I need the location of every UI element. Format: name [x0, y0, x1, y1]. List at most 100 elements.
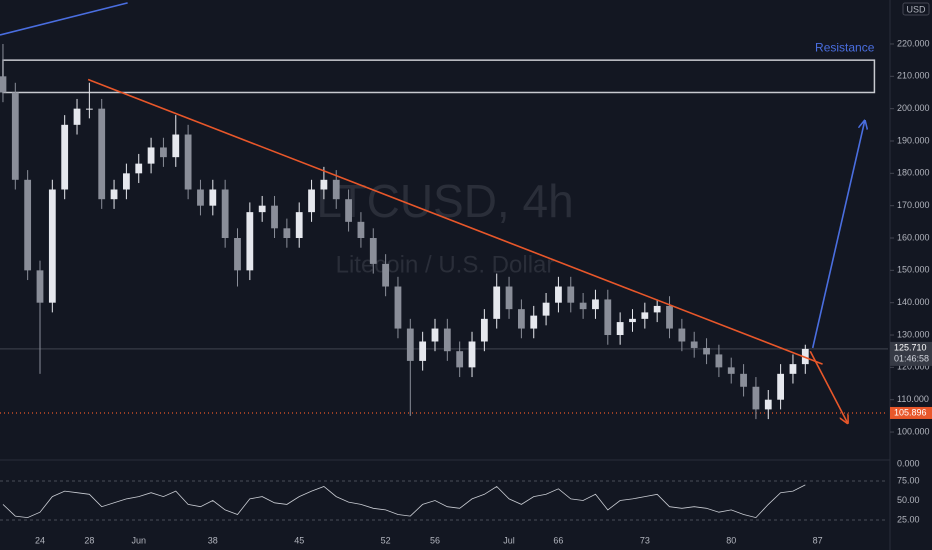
candle-body — [221, 189, 229, 239]
y-tick-label: 150.000 — [897, 265, 930, 275]
y-tick-label: 130.000 — [897, 329, 930, 339]
candle-body — [110, 189, 118, 200]
y-tick-label: 180.000 — [897, 168, 930, 178]
rsi-line — [2, 484, 806, 519]
y-tick-label: 50.00 — [897, 495, 920, 505]
candle-body — [592, 299, 599, 310]
y-tick-label: 110.000 — [897, 394, 929, 404]
arrow — [811, 122, 865, 349]
candle-body — [147, 147, 155, 164]
candle-body — [0, 76, 7, 93]
candle-body — [308, 189, 315, 213]
candle-body — [740, 373, 747, 387]
candle-body — [703, 347, 710, 355]
candle-body — [443, 328, 451, 352]
y-tick-label: 100.000 — [897, 426, 930, 436]
trend-line — [87, 78, 823, 365]
candle-body — [320, 179, 328, 190]
candle-body — [61, 124, 69, 190]
candle-body — [11, 92, 19, 180]
candle-body — [789, 364, 797, 374]
candle-body — [172, 134, 180, 158]
x-tick-label: 28 — [84, 535, 94, 545]
x-tick-label: Jun — [131, 535, 146, 545]
candle-body — [468, 341, 476, 368]
level-box — [890, 406, 932, 419]
y-tick-label: 200.000 — [897, 103, 930, 113]
candle-body — [555, 286, 562, 303]
last-price-box — [890, 341, 932, 366]
x-tick-label: 52 — [381, 535, 391, 545]
candle-body — [480, 318, 488, 342]
candle-body — [382, 263, 390, 287]
candle-body — [369, 238, 377, 264]
pane-label: 0.000 — [897, 458, 920, 468]
candle-body — [542, 302, 550, 316]
candle-body — [271, 205, 278, 229]
candle-body — [85, 108, 93, 110]
x-tick-label: 24 — [35, 535, 45, 545]
candle-body — [653, 305, 661, 313]
candle-body — [715, 354, 723, 368]
y-tick-label: 220.000 — [897, 38, 930, 48]
candle-body — [777, 373, 785, 400]
x-tick-label: 45 — [294, 535, 304, 545]
last-price-label: 125.710 — [894, 342, 927, 352]
candle-body — [135, 163, 143, 174]
y-tick-label: 160.000 — [897, 232, 930, 242]
currency-box — [902, 2, 930, 16]
candle-body — [456, 351, 464, 368]
y-tick-label: 120.000 — [897, 362, 930, 372]
candle-body — [419, 341, 427, 361]
candle-body — [357, 221, 365, 239]
level-label: 105.896 — [894, 407, 927, 417]
candle-body — [505, 286, 513, 310]
candle-body — [48, 189, 56, 303]
candle-body — [666, 305, 673, 329]
y-tick-label: 210.000 — [897, 71, 930, 81]
candle-body — [629, 318, 636, 323]
candle-body — [604, 299, 612, 336]
candle-body — [98, 108, 106, 200]
x-tick-label: Jul — [503, 535, 515, 545]
candle-body — [394, 286, 402, 329]
watermark-subtitle: Litecoin / U.S. Dollar — [336, 251, 555, 278]
candle-body — [295, 212, 303, 239]
candle-body — [209, 189, 217, 206]
y-tick-label: 25.00 — [897, 514, 920, 524]
candle-body — [73, 108, 81, 125]
candle-body — [727, 367, 735, 374]
candle-body — [332, 179, 340, 200]
countdown-label: 01:46:58 — [894, 353, 929, 363]
x-tick-label: 56 — [430, 535, 440, 545]
candle-body — [184, 134, 192, 190]
candle-body — [123, 173, 130, 190]
y-tick-label: 170.000 — [897, 200, 930, 210]
candle-body — [24, 179, 32, 271]
candle-body — [616, 322, 624, 336]
candle-body — [36, 270, 44, 303]
candle-body — [567, 286, 575, 303]
candle-body — [493, 286, 501, 319]
candle-body — [246, 212, 254, 271]
x-tick-label: 87 — [813, 535, 823, 545]
candle-body — [530, 315, 538, 329]
x-tick-label: 66 — [553, 535, 563, 545]
zone-label: Resistance — [815, 40, 875, 54]
candle-body — [431, 328, 439, 342]
candle-body — [258, 205, 266, 213]
candle-body — [345, 199, 352, 222]
candle-body — [234, 238, 241, 271]
candle-body — [690, 341, 698, 348]
y-tick-label: 75.00 — [897, 475, 920, 485]
candle-body — [283, 228, 291, 239]
trend-line — [0, 2, 128, 36]
candle-body — [197, 189, 204, 206]
candle-body — [518, 309, 525, 329]
x-tick-label: 73 — [640, 535, 650, 545]
candle-body — [752, 386, 760, 410]
candle-body — [406, 328, 414, 361]
